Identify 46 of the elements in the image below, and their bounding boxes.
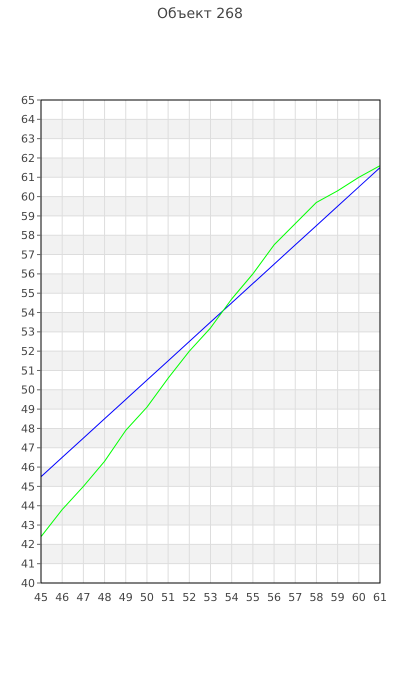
y-tick-label: 55 (21, 287, 35, 300)
y-tick-label: 50 (21, 384, 35, 397)
y-tick-label: 43 (21, 518, 35, 532)
x-tick-label: 50 (140, 591, 154, 604)
y-tick-label: 65 (21, 94, 35, 107)
x-tick-label: 45 (34, 591, 48, 604)
x-tick-label: 61 (373, 591, 387, 604)
y-tick-label: 49 (21, 402, 35, 416)
x-tick-label: 58 (309, 591, 324, 604)
y-tick-label: 44 (21, 500, 35, 513)
y-tick-label: 40 (21, 576, 35, 590)
y-tick-label: 61 (21, 171, 35, 184)
y-tick-label: 51 (21, 364, 35, 378)
x-tick-label: 57 (288, 591, 302, 604)
y-tick-label: 53 (21, 326, 35, 339)
x-tick-label: 59 (330, 591, 345, 604)
y-tick-label: 48 (21, 422, 35, 436)
x-tick-label: 60 (352, 591, 366, 604)
y-tick-label: 63 (21, 132, 35, 146)
y-tick-label: 64 (21, 113, 35, 126)
x-tick-label: 55 (246, 591, 260, 604)
y-tick-label: 58 (21, 229, 35, 242)
x-tick-label: 52 (182, 591, 196, 604)
y-tick-label: 45 (21, 480, 35, 494)
x-tick-label: 54 (224, 591, 239, 604)
y-tick-label: 62 (21, 152, 35, 165)
x-tick-label: 56 (267, 591, 282, 604)
x-tick-label: 53 (204, 591, 218, 604)
chart-title: Объект 268 (157, 6, 243, 22)
y-tick-label: 41 (21, 558, 35, 571)
x-tick-label: 48 (98, 591, 112, 604)
y-tick-label: 60 (21, 190, 35, 204)
y-tick-label: 52 (21, 345, 35, 358)
x-tick-label: 47 (76, 591, 90, 604)
y-tick-label: 56 (21, 268, 35, 281)
line-series (40, 167, 380, 478)
y-tick-label: 57 (21, 248, 35, 262)
x-tick-label: 49 (118, 591, 133, 604)
y-tick-label: 47 (21, 442, 35, 455)
line-series (40, 165, 380, 538)
y-tick-label: 59 (21, 210, 35, 223)
y-tick-label: 42 (21, 538, 35, 552)
y-tick-label: 54 (21, 306, 35, 320)
y-tick-label: 46 (21, 460, 35, 474)
x-tick-label: 46 (55, 591, 70, 604)
x-tick-label: 51 (161, 591, 176, 604)
